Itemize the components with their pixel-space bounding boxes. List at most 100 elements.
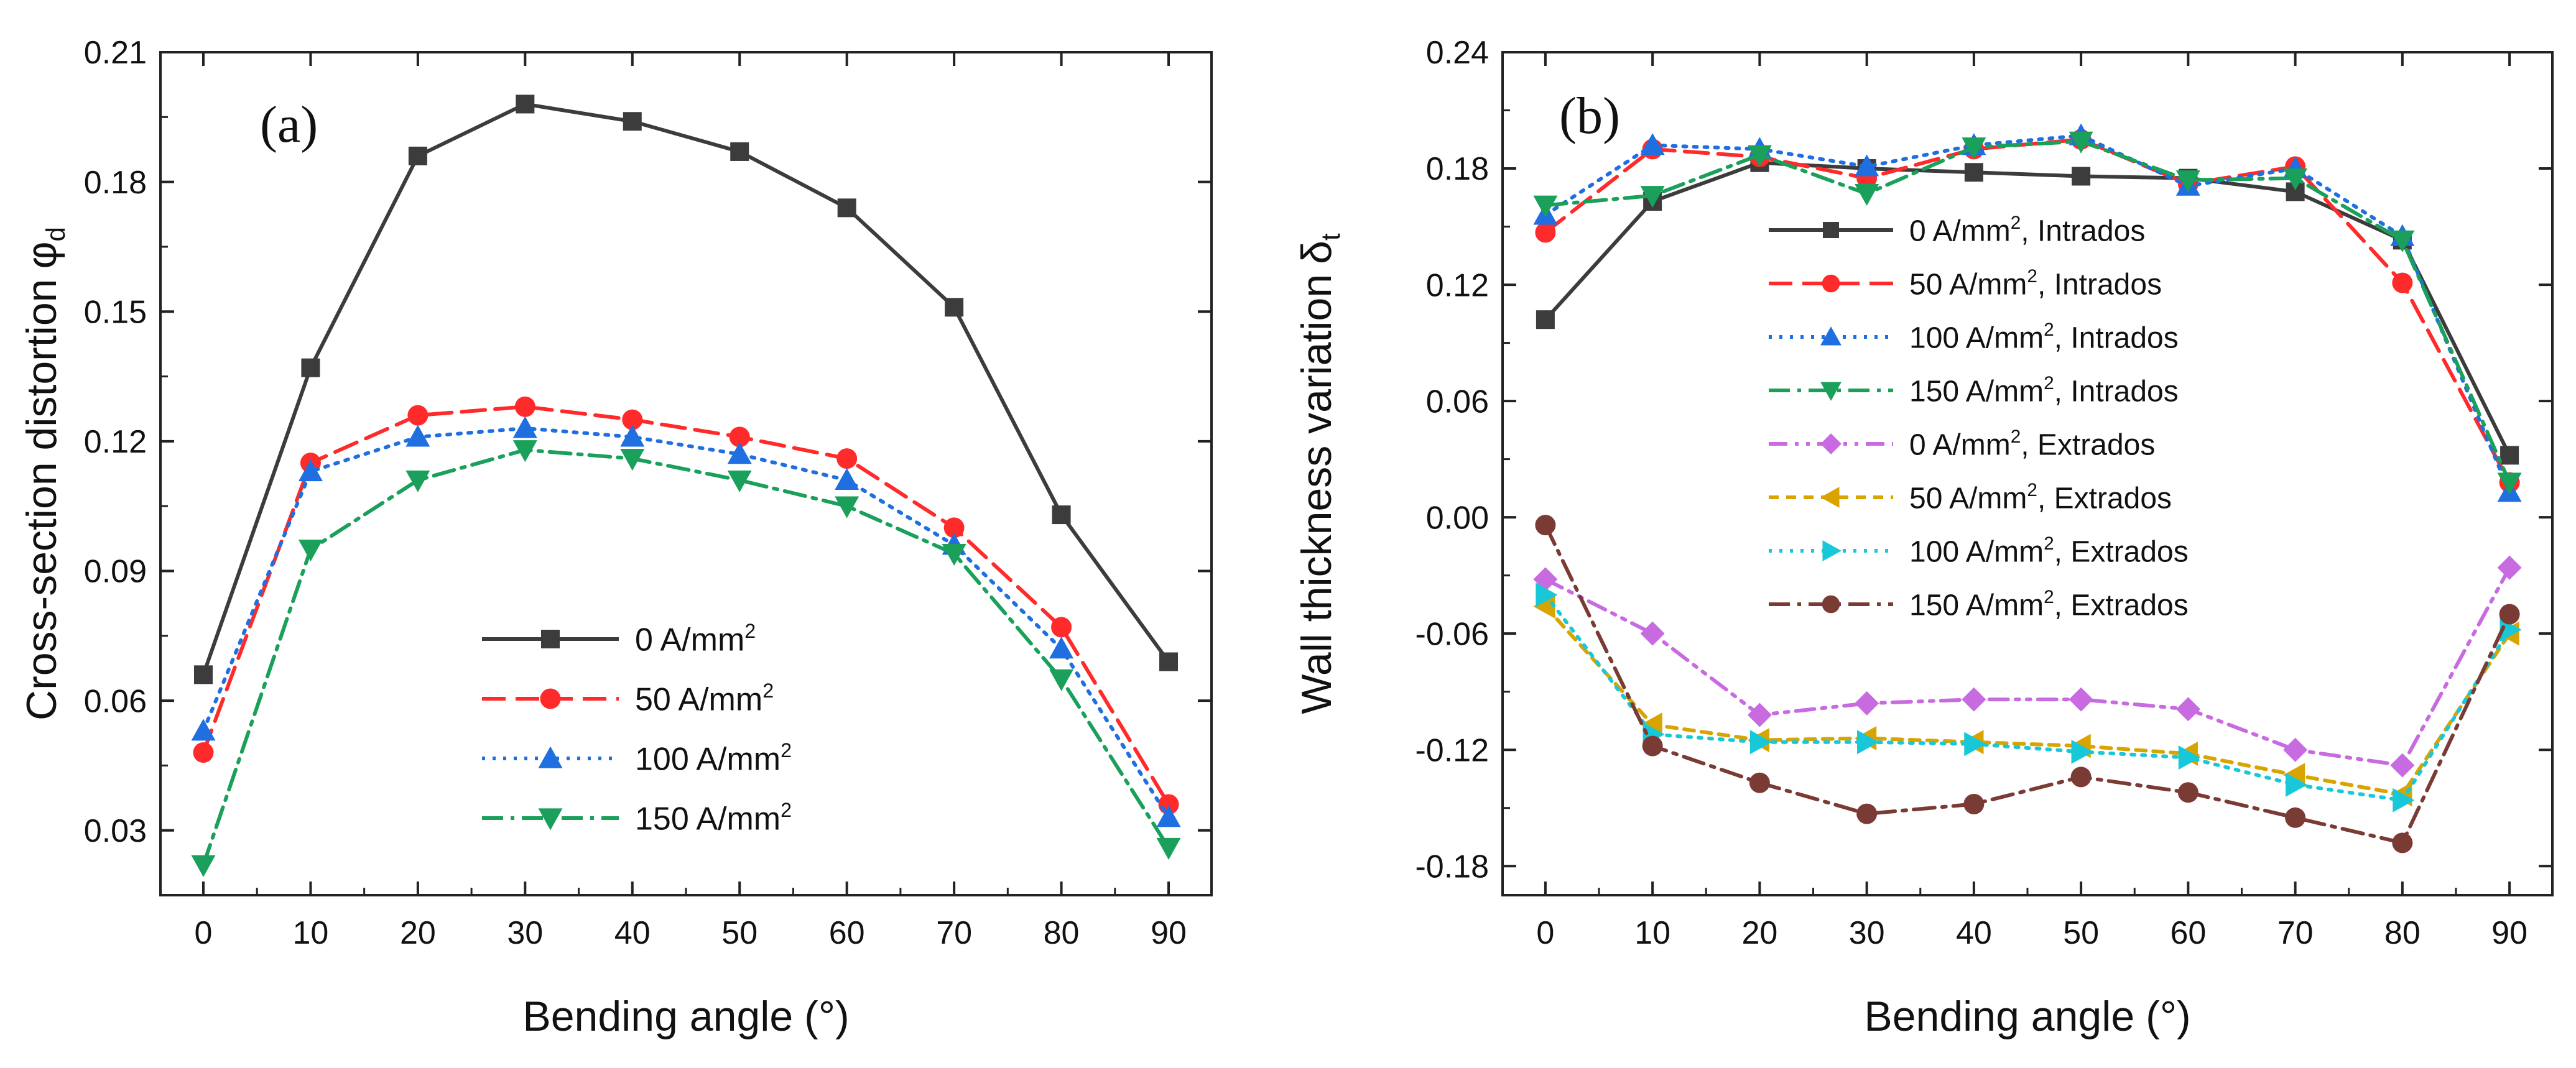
legend-marker (538, 746, 563, 768)
data-point (2500, 617, 2522, 642)
series-4 (1533, 555, 2522, 778)
legend-label-name: 150 A/mm (635, 801, 781, 837)
y-tick-label: 0.24 (1426, 35, 1489, 71)
legend-marker (1822, 595, 1840, 614)
x-tick-label: 0 (1536, 915, 1554, 951)
data-point (835, 467, 859, 490)
data-point (191, 719, 216, 741)
data-point (2500, 446, 2519, 465)
data-point (835, 496, 859, 518)
data-point (1049, 637, 1074, 659)
data-point (2286, 772, 2308, 797)
series-line (1543, 139, 2512, 485)
data-point (1747, 145, 1772, 167)
x-tick-label: 60 (2170, 915, 2206, 951)
data-point (1640, 621, 1665, 646)
data-point (1963, 793, 1985, 814)
legend-label-suffix: , Intrados (2021, 214, 2145, 247)
series-line (1543, 604, 2512, 796)
legend-label-name: 100 A/mm (635, 742, 781, 778)
series-line (201, 448, 1171, 867)
series-1 (193, 396, 1179, 815)
data-point (620, 425, 645, 447)
legend-item: 100 A/mm2, Extrados (1769, 533, 2189, 568)
x-tick-label: 0 (195, 915, 213, 951)
x-tick-label: 50 (2063, 915, 2099, 951)
data-point (945, 298, 964, 317)
y-axis-label: Cross-section distortion φd (18, 227, 70, 720)
legend-item: 150 A/mm2, Extrados (1769, 587, 2189, 622)
data-point (193, 742, 214, 763)
data-point (2390, 230, 2415, 252)
legend-marker (538, 808, 563, 831)
series-7 (1535, 515, 2520, 854)
data-point (942, 544, 966, 566)
legend-label: 0 A/mm2, Intrados (1909, 213, 2145, 247)
legend-label-sup: 2 (2011, 213, 2021, 233)
data-point (2393, 788, 2415, 813)
series-line (1543, 523, 2512, 845)
series-3 (1533, 131, 2522, 495)
data-point (1156, 805, 1181, 827)
data-point (2499, 604, 2520, 625)
legend-label-name: 0 A/mm (635, 622, 744, 658)
x-axis-label: Bending angle (°) (1864, 993, 2190, 1040)
legend-label-sup: 2 (2044, 533, 2054, 554)
legend-item: 150 A/mm2, Intrados (1769, 373, 2179, 408)
y-tick-label: 0.12 (1426, 267, 1489, 303)
legend-label-suffix: , Extrados (2037, 482, 2172, 515)
y-tick-label: 0.18 (84, 165, 147, 201)
legend-label-name: 100 A/mm (1909, 321, 2044, 354)
y-tick-label: -0.12 (1415, 732, 1489, 768)
x-tick-label: 30 (507, 915, 543, 951)
data-point (620, 449, 645, 471)
legend-label-sup: 2 (2027, 266, 2037, 287)
data-point (623, 112, 642, 131)
x-axis-label-unit: (°) (2146, 993, 2190, 1040)
legend-label-name: 50 A/mm (635, 682, 762, 718)
x-tick-label: 70 (2277, 915, 2314, 951)
legend-item: 100 A/mm2 (482, 739, 792, 778)
data-point (2285, 807, 2306, 828)
data-point (512, 440, 537, 463)
data-point (622, 409, 643, 430)
data-point (1640, 133, 1665, 155)
legend-item: 100 A/mm2, Intrados (1769, 320, 2179, 354)
series-2 (191, 416, 1181, 827)
data-point (2070, 766, 2092, 788)
data-point (2175, 697, 2200, 722)
x-tick-label: 90 (1151, 915, 1187, 951)
legend-item: 0 A/mm2, Extrados (1769, 426, 2155, 461)
x-axis-label-unit: (°) (804, 993, 849, 1040)
data-point (1159, 652, 1179, 671)
data-point (1535, 515, 1556, 536)
data-point (727, 470, 752, 492)
legend-label: 150 A/mm2, Extrados (1909, 587, 2189, 622)
data-point (1535, 222, 1556, 243)
series-line (201, 405, 1171, 806)
legend-marker (540, 688, 561, 709)
legend-label-name: 50 A/mm (1909, 268, 2027, 301)
series-line (1543, 566, 2512, 768)
data-point (1747, 702, 1772, 727)
y-axis-label-symbol: φ (18, 241, 65, 269)
y-axis-label-subscript: t (1316, 233, 1345, 241)
data-point (1533, 195, 1558, 218)
data-point (405, 470, 430, 492)
legend-label-sup: 2 (781, 799, 792, 821)
legend-label: 0 A/mm2, Extrados (1909, 426, 2155, 461)
y-axis-label-text: Wall thickness variation (1293, 274, 1340, 714)
data-point (729, 426, 750, 448)
y-tick-label: 0.06 (84, 683, 147, 719)
data-point (1536, 310, 1555, 329)
data-point (191, 855, 216, 877)
data-point (1857, 730, 1879, 755)
legend-label-suffix: , Intrados (2054, 321, 2179, 354)
data-point (516, 94, 535, 114)
data-point (2175, 170, 2200, 193)
data-point (1855, 183, 1879, 206)
legend-label-name: 50 A/mm (1909, 482, 2027, 515)
x-tick-label: 50 (721, 915, 758, 951)
y-axis-label-subscript: d (41, 227, 70, 241)
